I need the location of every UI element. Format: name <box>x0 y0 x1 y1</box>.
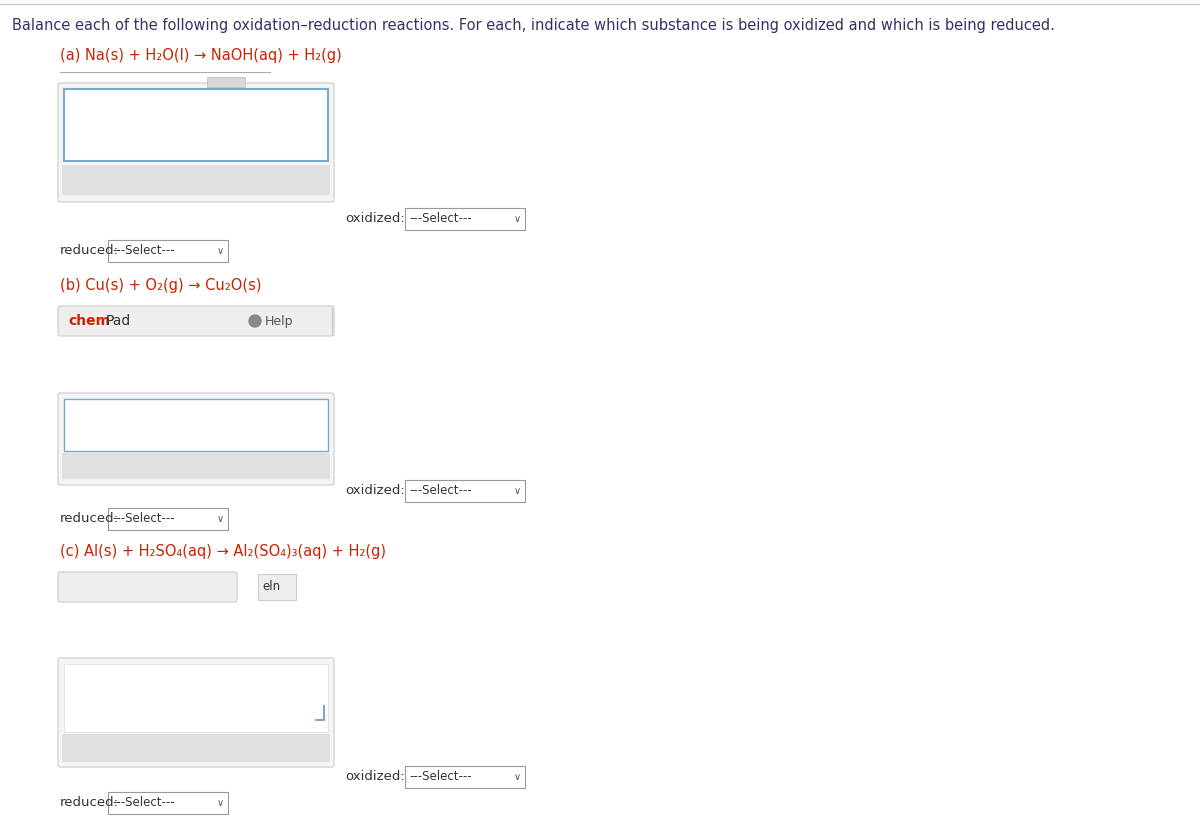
Bar <box>406 208 526 230</box>
Text: ∨: ∨ <box>216 514 223 524</box>
Bar <box>108 240 228 262</box>
Text: oxidized:: oxidized: <box>346 483 404 496</box>
Text: reduced:: reduced: <box>60 511 119 525</box>
Bar <box>64 399 328 451</box>
Text: (c) Al(s) + H₂SO₄(aq) → Al₂(SO₄)₃(aq) + H₂(g): (c) Al(s) + H₂SO₄(aq) → Al₂(SO₄)₃(aq) + … <box>60 544 386 559</box>
Bar <box>62 165 330 195</box>
Text: reduced:: reduced: <box>60 795 119 809</box>
Text: ∨: ∨ <box>514 772 521 782</box>
Text: ---Select---: ---Select--- <box>409 212 472 225</box>
Text: ---Select---: ---Select--- <box>409 771 472 784</box>
Text: Help: Help <box>265 315 294 327</box>
Bar <box>406 480 526 502</box>
Bar <box>406 766 526 788</box>
Text: ∨: ∨ <box>514 214 521 224</box>
FancyBboxPatch shape <box>58 572 238 602</box>
Text: ---Select---: ---Select--- <box>112 512 175 525</box>
Text: reduced:: reduced: <box>60 244 119 257</box>
Text: ∨: ∨ <box>216 798 223 808</box>
Bar <box>208 77 245 87</box>
Text: ∨: ∨ <box>514 486 521 496</box>
Text: ∨: ∨ <box>216 246 223 256</box>
Text: chem: chem <box>68 314 110 328</box>
Text: Pad: Pad <box>106 314 131 328</box>
Bar <box>64 89 328 161</box>
Text: Balance each of the following oxidation–reduction reactions. For each, indicate : Balance each of the following oxidation–… <box>12 18 1055 33</box>
Bar <box>258 574 296 600</box>
Bar <box>62 734 330 762</box>
FancyBboxPatch shape <box>58 658 334 767</box>
Text: ---Select---: ---Select--- <box>409 485 472 497</box>
FancyBboxPatch shape <box>58 83 334 202</box>
Text: oxidized:: oxidized: <box>346 211 404 225</box>
Text: ---Select---: ---Select--- <box>112 244 175 258</box>
Text: oxidized:: oxidized: <box>346 770 404 782</box>
Circle shape <box>250 315 262 327</box>
Bar <box>108 792 228 814</box>
FancyBboxPatch shape <box>58 306 334 336</box>
Text: ---Select---: ---Select--- <box>112 796 175 809</box>
Text: eln: eln <box>262 581 280 594</box>
Text: (a) Na(s) + H₂O(l) → NaOH(aq) + H₂(g): (a) Na(s) + H₂O(l) → NaOH(aq) + H₂(g) <box>60 48 342 63</box>
Bar <box>108 508 228 530</box>
Bar <box>62 453 330 479</box>
FancyBboxPatch shape <box>58 393 334 485</box>
Text: (b) Cu(s) + O₂(g) → Cu₂O(s): (b) Cu(s) + O₂(g) → Cu₂O(s) <box>60 278 262 293</box>
Bar <box>64 664 328 732</box>
